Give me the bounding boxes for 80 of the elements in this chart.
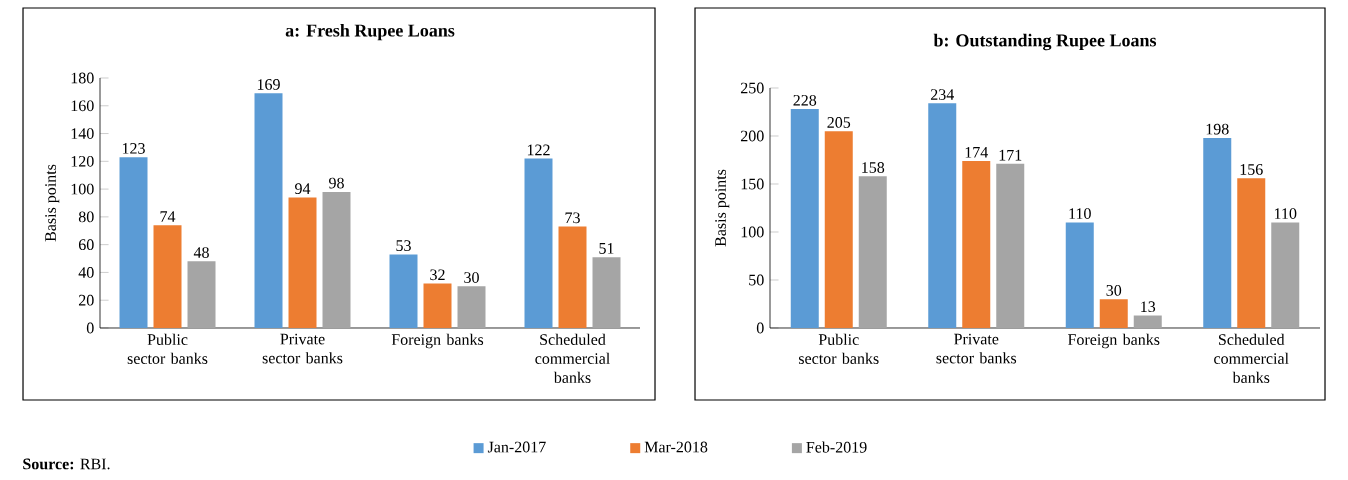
y-tick-label: 150	[741, 178, 764, 190]
data-label: 122	[527, 144, 550, 156]
y-tick-label: 60	[78, 239, 94, 251]
y-tick-label: 20	[78, 294, 94, 306]
y-tick-label: 200	[740, 130, 764, 142]
data-label: 13	[1141, 301, 1156, 313]
bar	[288, 197, 317, 328]
y-tick-label: 180	[71, 72, 94, 84]
data-label: 74	[160, 211, 176, 222]
x-tick-label: Public sector banks	[798, 333, 879, 364]
bar	[1099, 299, 1128, 328]
legend-label: Feb-2019	[806, 441, 867, 453]
bar	[119, 157, 148, 328]
x-tick-label: Scheduled commercial banks	[535, 333, 610, 383]
bar	[457, 286, 486, 328]
data-label: 198	[1206, 123, 1229, 135]
data-label: 32	[430, 269, 445, 281]
bar	[1237, 178, 1266, 328]
bar	[824, 131, 853, 328]
bar	[254, 93, 283, 328]
x-tick-label: Private sector banks	[936, 333, 1017, 364]
data-label: 169	[257, 79, 280, 90]
y-tick-label: 250	[740, 82, 764, 94]
bar	[322, 191, 351, 328]
data-label: 51	[599, 243, 614, 254]
data-label: 156	[1240, 164, 1263, 175]
data-label: 98	[329, 177, 344, 189]
data-label: 228	[793, 94, 817, 106]
legend-label: Jan-2017	[487, 441, 546, 453]
chart-title: b: Outstanding Rupee Loans	[933, 33, 1157, 51]
data-label: 30	[464, 272, 479, 283]
y-tick-label: 140	[71, 128, 94, 139]
y-tick-label: 160	[71, 100, 94, 112]
bar	[1203, 137, 1232, 328]
x-tick-label: Foreign banks	[1068, 333, 1160, 349]
y-tick-label: 0	[86, 322, 94, 334]
data-label: 110	[1069, 208, 1091, 219]
bar	[558, 226, 587, 328]
data-label: 94	[295, 183, 311, 195]
x-tick-label: Private sector banks	[262, 333, 343, 364]
bar	[423, 283, 452, 328]
y-tick-label: 100	[71, 183, 94, 195]
bar	[790, 109, 819, 328]
y-axis-title: Basis points	[715, 169, 730, 247]
bar	[1065, 222, 1094, 328]
data-label: 205	[827, 117, 851, 128]
bar	[592, 257, 621, 328]
data-label: 110	[1274, 208, 1297, 219]
y-tick-label: 100	[741, 226, 764, 238]
y-tick-label: 120	[71, 155, 94, 167]
y-axis-title: Basis points	[45, 164, 60, 242]
data-label: 158	[862, 162, 885, 173]
data-label: 174	[965, 146, 988, 158]
y-tick-label: 80	[78, 211, 94, 223]
bar	[962, 160, 991, 328]
x-tick-label: Foreign banks	[391, 333, 484, 349]
y-tick-label: 40	[78, 267, 94, 278]
x-tick-label: Public sector banks	[127, 333, 208, 364]
data-label: 73	[565, 212, 580, 224]
x-tick-label: Scheduled commercial banks	[1214, 333, 1289, 383]
data-label: 53	[396, 240, 411, 251]
bar	[524, 158, 553, 328]
y-tick-label: 50	[749, 274, 764, 286]
bar	[858, 176, 887, 328]
bar	[1133, 315, 1162, 328]
bar	[1271, 222, 1300, 328]
bar	[187, 261, 216, 328]
bar	[996, 163, 1025, 328]
bar	[928, 103, 957, 328]
chart-title: a: Fresh Rupee Loans	[285, 23, 455, 41]
bar	[153, 225, 182, 328]
data-label: 234	[930, 89, 955, 100]
data-label: 48	[193, 247, 209, 258]
text: Source: RBI.	[23, 458, 110, 470]
bar	[389, 254, 418, 328]
data-label: 171	[999, 149, 1022, 161]
legend-label: Mar-2018	[644, 441, 708, 453]
data-label: 30	[1106, 285, 1122, 296]
data-label: 123	[122, 143, 145, 154]
y-tick-label: 0	[756, 322, 764, 334]
